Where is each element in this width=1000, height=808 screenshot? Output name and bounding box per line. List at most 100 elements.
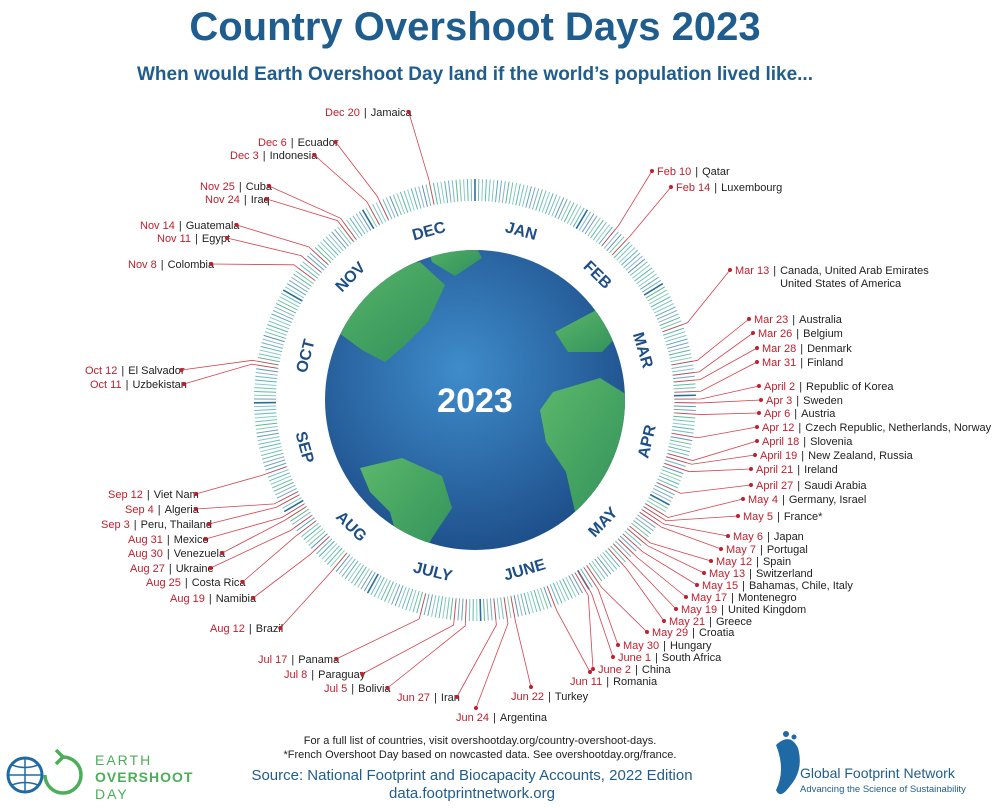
country-name: Switzerland <box>756 568 813 580</box>
day-tick <box>258 353 281 359</box>
leader-dot <box>179 368 184 372</box>
day-tick <box>646 500 667 513</box>
day-tick <box>269 472 290 482</box>
day-tick <box>269 316 291 327</box>
country-name: Uzbekistan <box>132 379 186 391</box>
overshoot-date: May 7 <box>726 544 756 556</box>
leader-line <box>674 347 758 383</box>
day-tick <box>602 552 618 570</box>
country-name: Egypt <box>202 233 230 245</box>
greenland <box>425 250 482 276</box>
country-name: Venezuela <box>174 548 226 560</box>
overshoot-date: Nov 8 <box>128 259 157 271</box>
day-tick <box>663 327 685 336</box>
country-name: Algeria <box>165 504 200 516</box>
day-tick <box>272 478 293 489</box>
separator: | <box>796 328 799 340</box>
leader-line <box>208 494 300 525</box>
day-tick <box>377 578 388 599</box>
day-tick <box>595 224 610 243</box>
leader-dot <box>234 223 239 227</box>
separator: | <box>311 669 314 681</box>
country-label: Aug 27 | Ukraine <box>130 563 214 575</box>
leader-line <box>674 399 762 404</box>
logo-grid <box>8 758 42 792</box>
day-tick <box>302 261 321 276</box>
country-label: Aug 31 | Mexico <box>128 534 209 546</box>
leader-dot <box>529 685 533 689</box>
globe: 2023 <box>325 250 625 550</box>
day-tick <box>655 306 676 317</box>
day-tick <box>552 582 563 604</box>
country-label: Jun 11 | Romania <box>570 676 658 688</box>
overshoot-date: Mar 31 <box>762 357 796 369</box>
separator: | <box>794 408 797 420</box>
country-label: May 5 | France* <box>743 511 823 523</box>
day-tick <box>536 588 545 611</box>
leader-line <box>336 593 426 660</box>
day-tick <box>361 209 375 230</box>
day-tick <box>256 429 279 434</box>
separator: | <box>606 676 609 688</box>
day-tick <box>648 497 668 509</box>
leader-dot <box>755 346 759 350</box>
day-tick <box>389 195 399 217</box>
country-label: May 29 | Croatia <box>652 627 735 639</box>
day-tick <box>606 233 622 252</box>
day-tick <box>254 415 277 419</box>
leader-line <box>645 498 744 518</box>
day-tick <box>373 576 385 597</box>
overshoot-date: Nov 24 <box>205 194 240 206</box>
day-tick <box>305 528 324 544</box>
country-name: United States of America <box>780 278 902 290</box>
leader-dot <box>278 626 283 630</box>
day-tick <box>615 540 632 557</box>
day-tick <box>569 205 582 226</box>
leader-dot <box>645 630 649 634</box>
country-label: Nov 11 | Egypt <box>157 233 230 245</box>
overshoot-date: Mar 23 <box>754 314 788 326</box>
overshoot-date: Oct 12 <box>85 365 117 377</box>
toe <box>783 731 789 737</box>
country-label: Mar 26 | Belgium <box>758 328 843 340</box>
overshoot-date: May 5 <box>743 511 773 523</box>
separator: | <box>179 220 182 232</box>
separator: | <box>167 548 170 560</box>
leader-line <box>475 597 509 709</box>
leader-dot <box>333 140 338 144</box>
day-tick <box>667 342 689 349</box>
leader-line <box>268 185 357 240</box>
day-tick <box>669 439 692 445</box>
separator: | <box>695 166 698 178</box>
day-tick <box>346 219 360 239</box>
day-tick <box>543 586 552 608</box>
gfn-logo: Global Footprint Network Advancing the S… <box>776 731 966 795</box>
day-tick <box>531 188 540 210</box>
footprint <box>776 739 800 795</box>
leader-dot <box>709 559 713 563</box>
leader-dot <box>726 534 730 538</box>
country-name: Peru, Thailand <box>141 519 212 531</box>
day-tick <box>654 484 675 496</box>
day-tick <box>289 508 309 522</box>
leader-line <box>279 553 347 629</box>
day-tick <box>559 579 570 601</box>
day-tick <box>360 570 373 590</box>
country-name: El Salvador <box>128 365 185 377</box>
overshoot-date: Apr 12 <box>762 422 794 434</box>
day-tick <box>344 560 359 580</box>
overshoot-date: Jun 11 <box>570 676 602 688</box>
day-tick <box>254 412 277 415</box>
country-name: Cuba <box>246 181 273 193</box>
day-tick <box>382 198 393 220</box>
country-label: Dec 3 | Indonesia <box>230 150 318 162</box>
day-tick <box>670 356 692 363</box>
country-name: Australia <box>799 314 843 326</box>
separator: | <box>796 395 799 407</box>
day-tick <box>645 286 666 299</box>
leader-dot <box>312 153 317 157</box>
day-tick <box>427 594 433 617</box>
separator: | <box>800 343 803 355</box>
day-tick <box>483 598 486 621</box>
day-tick <box>659 316 681 327</box>
